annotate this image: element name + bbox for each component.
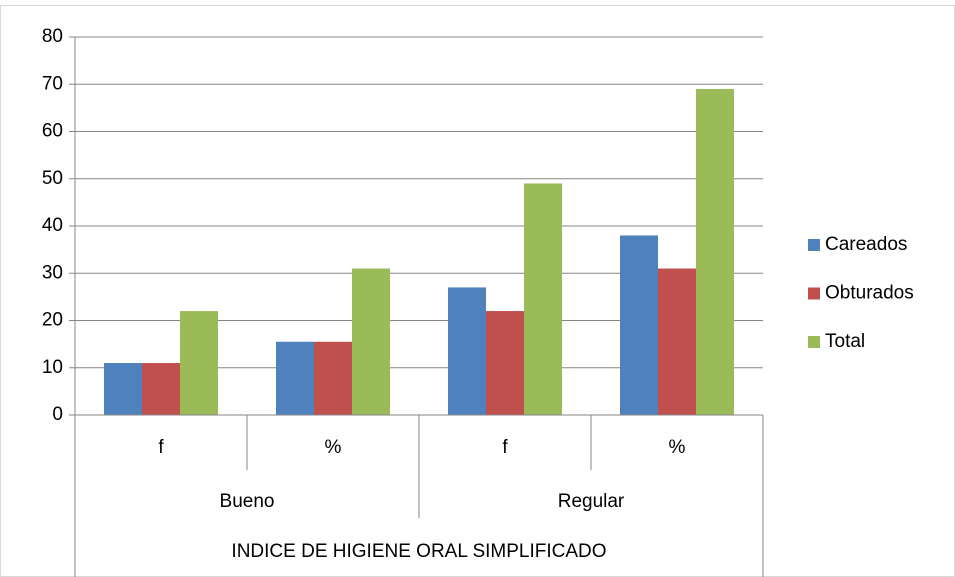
legend-label: Total bbox=[825, 331, 865, 352]
y-tick-label: 30 bbox=[42, 262, 63, 283]
bar bbox=[696, 88, 734, 415]
legend-label: Obturados bbox=[825, 283, 914, 304]
bar bbox=[180, 311, 218, 415]
bar bbox=[486, 311, 524, 415]
y-tick-label: 0 bbox=[52, 404, 63, 425]
y-tick-label: 20 bbox=[42, 310, 63, 331]
y-tick-label: 70 bbox=[42, 73, 63, 94]
x-tick-label: % bbox=[669, 437, 686, 458]
bar bbox=[314, 341, 352, 415]
bar bbox=[524, 183, 562, 415]
bar bbox=[620, 235, 658, 415]
bar bbox=[448, 287, 486, 415]
y-tick-label: 80 bbox=[42, 26, 63, 47]
legend-label: Careados bbox=[825, 234, 907, 255]
x-tick-label: f bbox=[502, 437, 508, 458]
y-tick-label: 50 bbox=[42, 168, 63, 189]
legend-swatch bbox=[808, 239, 820, 251]
bar bbox=[276, 341, 314, 415]
bar bbox=[142, 363, 180, 415]
y-tick-label: 60 bbox=[42, 121, 63, 142]
group-label: Regular bbox=[558, 491, 625, 512]
bar bbox=[658, 268, 696, 415]
x-tick-label: % bbox=[325, 437, 342, 458]
y-tick-label: 40 bbox=[42, 215, 63, 236]
bar bbox=[104, 363, 142, 415]
x-tick-label: f bbox=[158, 437, 164, 458]
group-label: Bueno bbox=[220, 491, 275, 512]
bar bbox=[352, 268, 390, 415]
legend-swatch bbox=[808, 336, 820, 348]
y-tick-label: 10 bbox=[42, 357, 63, 378]
x-axis-title: INDICE DE HIGIENE ORAL SIMPLIFICADO bbox=[231, 541, 606, 562]
legend-swatch bbox=[808, 287, 820, 300]
